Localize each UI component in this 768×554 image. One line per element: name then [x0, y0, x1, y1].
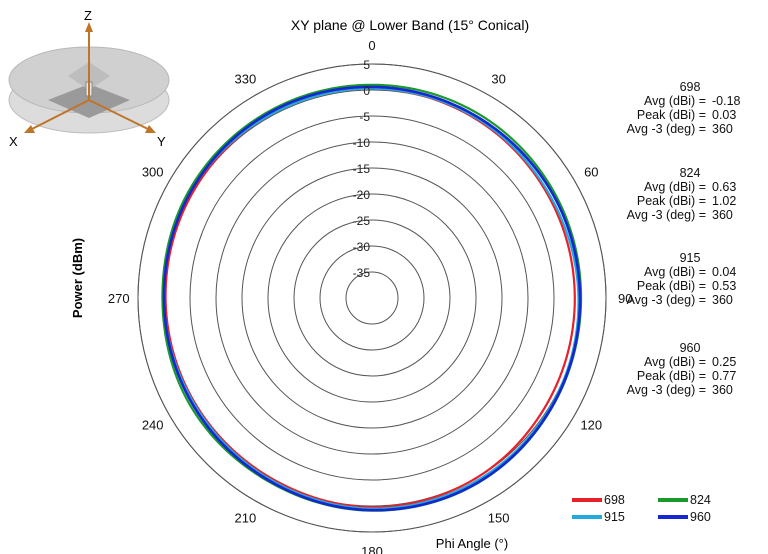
series-lines	[161, 83, 583, 512]
legend-item-824: 824	[658, 493, 711, 507]
axis-z-label: Z	[84, 8, 92, 23]
angle-tick-label: 150	[488, 510, 510, 525]
angle-tick-label: 210	[235, 510, 257, 525]
legend-item-915: 915	[572, 510, 625, 524]
chart-title: XY plane @ Lower Band (15° Conical)	[291, 17, 529, 33]
grid-ring	[137, 63, 607, 533]
stats-block-698: 698 Avg (dBi) = -0.18 Peak (dBi) = 0.03 Av…	[610, 80, 760, 136]
angle-tick-label: 270	[108, 291, 130, 306]
radial-tick-label: -10	[353, 136, 371, 150]
stats-peak-label: Peak (dBi) =	[636, 108, 706, 122]
orientation-icon: Z X Y	[8, 8, 170, 149]
radial-tick-label: -20	[353, 188, 371, 202]
stats-bw-label: Avg -3 (deg) =	[626, 122, 706, 136]
grid-ring	[293, 219, 451, 377]
stats-bw-value: 360	[712, 293, 733, 307]
series-line-960	[162, 85, 582, 512]
stats-bw-value: 360	[712, 383, 733, 397]
stats-band: 960	[679, 341, 701, 355]
radial-tick-label: 0	[363, 84, 370, 98]
grid-ring	[267, 193, 477, 403]
angle-tick-label: 300	[142, 164, 164, 179]
radial-tick-label: -15	[353, 162, 371, 176]
legend-swatch	[572, 515, 602, 519]
stats-bw-label: Avg -3 (deg) =	[626, 383, 706, 397]
x-axis-label: Phi Angle (°)	[436, 536, 508, 551]
series-line-698	[164, 87, 576, 509]
legend-label: 960	[690, 510, 711, 524]
angle-tick-label: 240	[142, 418, 164, 433]
stats-band: 915	[679, 251, 701, 265]
stats-peak-label: Peak (dBi) =	[636, 194, 706, 208]
angle-tick-label: 60	[584, 164, 598, 179]
stats-avg-value: -0.18	[712, 94, 741, 108]
stats-avg-value: 0.25	[712, 355, 737, 369]
stats-block-824: 824 Avg (dBi) = 0.63 Peak (dBi) = 1.02 Avg…	[610, 166, 760, 222]
angle-tick-label: 90	[618, 291, 632, 306]
legend-item-960: 960	[658, 510, 711, 524]
legend-label: 698	[604, 493, 625, 507]
stats-bw-label: Avg -3 (deg) =	[626, 293, 706, 307]
stats-peak-label: Peak (dBi) =	[636, 279, 706, 293]
outer-ring	[137, 63, 607, 533]
stats-peak-value: 0.03	[712, 108, 737, 122]
legend-swatch	[658, 515, 688, 519]
grid-ring	[189, 115, 555, 481]
radial-tick-label: 5	[363, 58, 370, 72]
stats-avg-label: Avg (dBi) =	[644, 355, 706, 369]
polar-grid	[137, 63, 607, 533]
stats-peak-value: 0.53	[712, 279, 737, 293]
legend-label: 824	[690, 493, 711, 507]
radial-tick-label: -25	[353, 214, 371, 228]
stats-bw-value: 360	[712, 122, 733, 136]
radial-tick-label: -35	[353, 266, 371, 280]
legend-swatch	[572, 498, 602, 502]
stats-avg-value: 0.04	[712, 265, 737, 279]
stats-avg-label: Avg (dBi) =	[644, 94, 706, 108]
stats-bw-label: Avg -3 (deg) =	[626, 208, 706, 222]
y-axis-label: Power (dBm)	[70, 238, 85, 318]
legend-swatch	[658, 498, 688, 502]
tick-labels: 5 0 -5 -10 -15 -20 -25 -30 -35 0 30 60 90 120 150 180 21…	[108, 38, 633, 554]
angle-tick-label: 120	[580, 418, 602, 433]
stats-avg-label: Avg (dBi) =	[644, 265, 706, 279]
stats-peak-label: Peak (dBi) =	[636, 369, 706, 383]
grid-ring	[215, 141, 529, 455]
stats-avg-label: Avg (dBi) =	[644, 180, 706, 194]
stats-peak-value: 1.02	[712, 194, 737, 208]
stats-band: 698	[679, 80, 701, 94]
stats-block-915: 915 Avg (dBi) = 0.04 Peak (dBi) = 0.53 Avg…	[610, 251, 760, 307]
angle-tick-label: 180	[361, 544, 383, 554]
stats-peak-value: 0.77	[712, 369, 737, 383]
legend-item-698: 698	[572, 493, 625, 507]
radial-tick-label: -30	[353, 240, 371, 254]
stats-band: 824	[679, 166, 701, 180]
angle-tick-label: 0	[368, 38, 375, 53]
stats-block-960: 960 Avg (dBi) = 0.25 Peak (dBi) = 0.77 Avg…	[610, 341, 760, 397]
axis-y-label: Y	[157, 134, 166, 149]
grid-ring	[345, 271, 399, 325]
axis-x-label: X	[9, 134, 18, 149]
stats-avg-value: 0.63	[712, 180, 737, 194]
legend-label: 915	[604, 510, 625, 524]
radial-tick-label: -5	[359, 110, 370, 124]
angle-tick-label: 30	[491, 72, 505, 87]
grid-ring	[319, 245, 425, 351]
stats-bw-value: 360	[712, 208, 733, 222]
grid-ring	[241, 167, 503, 429]
angle-tick-label: 330	[235, 72, 257, 87]
